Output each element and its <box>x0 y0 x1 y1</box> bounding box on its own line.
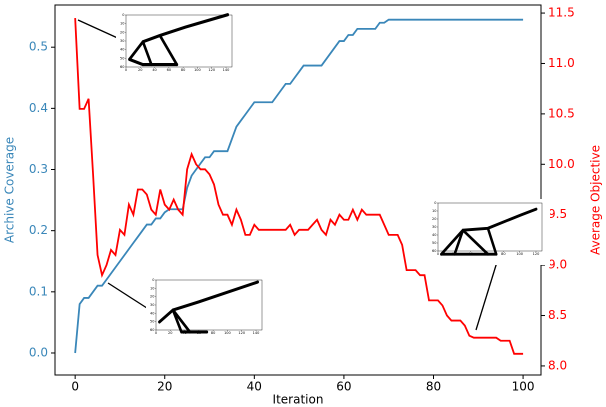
inset-y-tick-label: 40 <box>432 233 436 237</box>
inset-x-tick-label: 100 <box>516 252 523 256</box>
x-tick-label: 60 <box>336 380 351 394</box>
inset-y-tick-label: 30 <box>150 303 154 307</box>
y2-tick-label: 11.5 <box>548 6 575 20</box>
y-tick-label: 0.3 <box>29 162 48 176</box>
inset-x-tick-label: 100 <box>224 331 231 335</box>
y-tick-label: 0.0 <box>29 345 48 359</box>
x-tick-label: 20 <box>157 380 172 394</box>
inset-x-tick-label: 60 <box>167 68 171 72</box>
inset-y-tick-label: 50 <box>150 320 154 324</box>
inset-y-tick-label: 10 <box>150 286 154 290</box>
inset-x-tick-label: 40 <box>468 252 472 256</box>
inset-background <box>146 276 270 344</box>
inset-y-tick-label: 20 <box>432 217 436 221</box>
inset-x-tick-label: 80 <box>501 252 505 256</box>
inset-y-tick-label: 40 <box>120 48 124 52</box>
inset-pointer <box>77 19 123 41</box>
inset-x-tick-label: 0 <box>437 252 439 256</box>
inset-x-tick-label: 40 <box>182 331 186 335</box>
inset-y-tick-label: 20 <box>150 295 154 299</box>
y2-tick-label: 8.5 <box>548 308 567 322</box>
y-tick-label: 0.5 <box>29 40 48 54</box>
inset-x-tick-label: 100 <box>194 68 201 72</box>
y2-tick-label: 10.0 <box>548 157 575 171</box>
inset-y-tick-label: 40 <box>150 311 154 315</box>
inset-x-tick-label: 20 <box>168 331 172 335</box>
inset-y-tick-label: 10 <box>120 22 124 26</box>
inset-y-tick-label: 0 <box>434 201 436 205</box>
structure <box>440 207 538 256</box>
inset-y-tick-label: 10 <box>432 209 436 213</box>
inset-y-tick-label: 30 <box>120 39 124 43</box>
y-axis-label: Archive Coverage <box>3 137 17 243</box>
series-line <box>74 18 524 355</box>
inset-x-tick-label: 80 <box>211 331 215 335</box>
inset-x-tick-label: 140 <box>253 331 260 335</box>
x-tick-label: 100 <box>512 380 535 394</box>
inset: 0 20 40 60 80 100 120 0 10 20 30 40 50 60 <box>428 199 550 265</box>
inset-pointer <box>475 261 498 331</box>
inset: 0 20 40 60 80 100 120 140 0 10 20 30 40 50 60 <box>116 11 240 81</box>
y2-tick-label: 10.5 <box>548 106 575 120</box>
inset-structure <box>128 13 230 67</box>
inset-background <box>116 11 240 81</box>
inset-y-tick-label: 0 <box>122 13 124 17</box>
inset-y-tick-label: 0 <box>152 278 154 282</box>
inset-x-tick-label: 20 <box>138 68 142 72</box>
inset-x-tick-label: 120 <box>533 252 540 256</box>
inset-x-tick-label: 0 <box>155 331 157 335</box>
y-tick-label: 0.4 <box>29 101 48 115</box>
inset-x-tick-label: 60 <box>485 252 489 256</box>
inset-y-tick-label: 60 <box>432 249 436 253</box>
inset-x-tick-label: 20 <box>452 252 456 256</box>
inset-x-tick-label: 120 <box>208 68 215 72</box>
x-tick-label: 80 <box>426 380 441 394</box>
plot-frame <box>54 4 542 376</box>
series-line <box>74 18 524 354</box>
inset-x-tick-label: 140 <box>223 68 230 72</box>
x-tick-label: 40 <box>247 380 262 394</box>
structure <box>158 280 260 334</box>
y-tick-label: 0.1 <box>29 284 48 298</box>
inset-x-tick-label: 120 <box>238 331 245 335</box>
inset-structure <box>158 280 260 334</box>
inset-y-tick-label: 50 <box>120 56 124 60</box>
inset-y-tick-label: 30 <box>432 225 436 229</box>
inset-structure <box>440 207 538 256</box>
y2-tick-label: 9.5 <box>548 207 567 221</box>
y2-tick-label: 8.0 <box>548 358 567 372</box>
structure <box>128 13 230 67</box>
inset-y-tick-label: 20 <box>120 30 124 34</box>
inset-pointer <box>107 282 151 311</box>
inset-y-tick-label: 60 <box>150 328 154 332</box>
inset-x-tick-label: 80 <box>181 68 185 72</box>
inset-x-tick-label: 0 <box>125 68 127 72</box>
y2-tick-label: 11.0 <box>548 56 575 70</box>
inset-x-tick-label: 40 <box>152 68 156 72</box>
inset-y-tick-label: 60 <box>120 65 124 69</box>
x-axis-label: Iteration <box>273 393 324 407</box>
inset-x-tick-label: 60 <box>197 331 201 335</box>
y2-tick-label: 9.0 <box>548 258 567 272</box>
y-tick-label: 0.2 <box>29 223 48 237</box>
x-tick-label: 0 <box>71 380 79 394</box>
inset: 0 20 40 60 80 100 120 140 0 10 20 30 40 50 60 <box>146 276 270 344</box>
inset-y-tick-label: 50 <box>432 241 436 245</box>
y2-axis-label: Average Objective <box>589 145 603 255</box>
